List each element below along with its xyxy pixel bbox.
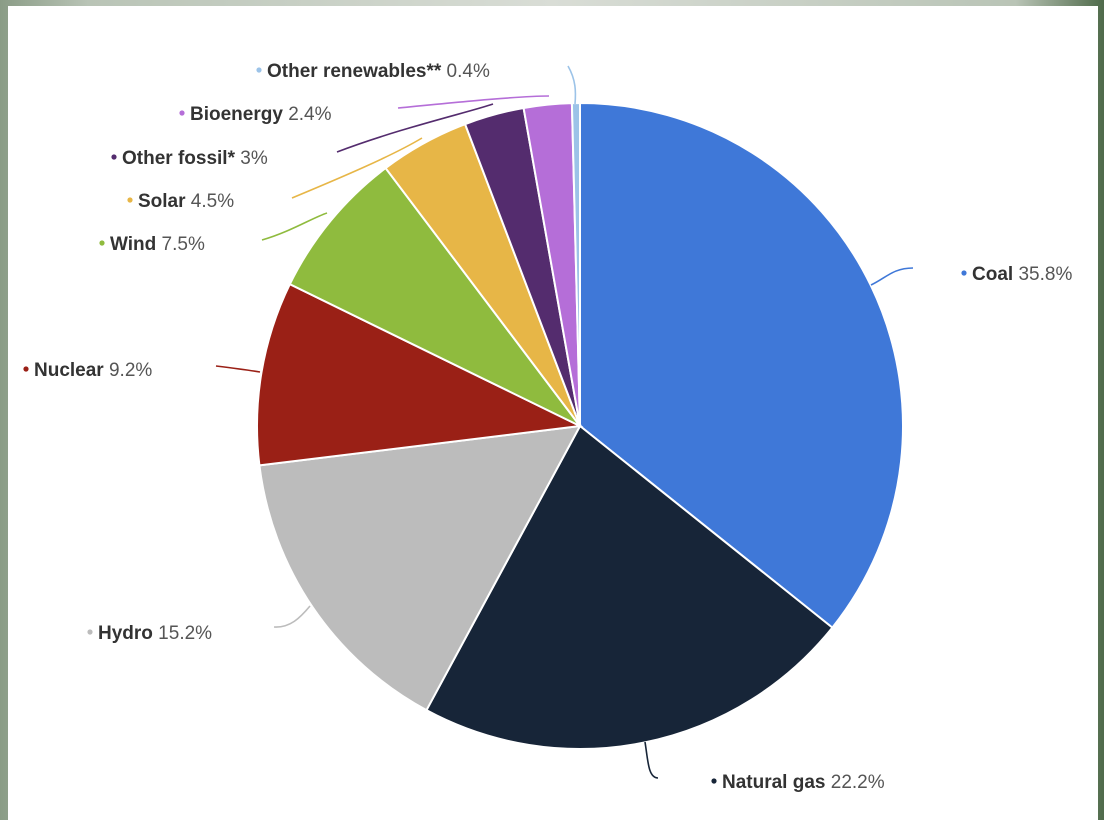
data-label-hydro: Hydro 15.2% <box>98 623 212 644</box>
data-label-solar: Solar 4.5% <box>138 191 234 212</box>
pie-slice-nuclear[interactable] <box>256 282 584 467</box>
data-label-bioenergy: Bioenergy 2.4% <box>190 104 332 125</box>
label-dot-bioenergy <box>179 110 185 116</box>
label-dot-hydro <box>87 629 93 635</box>
slice-value-other-renewables: 0.4% <box>441 61 490 82</box>
label-dot-nuclear <box>23 366 29 372</box>
slice-value-nuclear: 9.2% <box>104 360 153 381</box>
pie-slice-coal[interactable] <box>579 101 904 630</box>
pie-slice-hydro[interactable] <box>258 424 582 712</box>
slice-name-other-renewables: Other renewables** <box>267 61 442 82</box>
connector-other-fossil <box>336 103 494 153</box>
slice-value-solar: 4.5% <box>186 191 235 212</box>
slice-value-other-fossil: 3% <box>235 148 268 169</box>
slice-name-nuclear: Nuclear <box>34 360 104 381</box>
slice-name-natural-gas: Natural gas <box>722 772 825 793</box>
connector-natural-gas <box>644 741 659 779</box>
slice-value-bioenergy: 2.4% <box>283 104 332 125</box>
slice-value-natural-gas: 22.2% <box>825 772 884 793</box>
slice-name-hydro: Hydro <box>98 623 153 644</box>
connector-nuclear <box>215 365 261 373</box>
slices-layer <box>256 101 904 750</box>
data-label-other-fossil: Other fossil* 3% <box>122 148 268 169</box>
slice-name-bioenergy: Bioenergy <box>190 104 283 125</box>
slice-value-wind: 7.5% <box>156 234 205 255</box>
connectors-layer <box>215 65 914 779</box>
pie-slice-other-renewables[interactable] <box>570 101 581 427</box>
label-dot-other-renewables <box>256 67 262 73</box>
data-label-coal: Coal 35.8% <box>972 264 1072 285</box>
slice-name-wind: Wind <box>110 234 156 255</box>
data-label-nuclear: Nuclear 9.2% <box>34 360 152 381</box>
labels-layer: Coal 35.8% Natural gas 22.2% Hydro 15.2% Nu… <box>23 61 1072 793</box>
connector-other-renewables <box>567 65 577 105</box>
connector-hydro <box>273 605 311 628</box>
slice-name-other-fossil: Other fossil* <box>122 148 236 169</box>
label-dot-coal <box>961 270 967 276</box>
connector-coal <box>870 267 914 286</box>
slice-value-coal: 35.8% <box>1013 264 1072 285</box>
label-dot-other-fossil <box>111 154 117 160</box>
data-label-natural-gas: Natural gas 22.2% <box>722 772 885 793</box>
connector-wind <box>261 212 328 241</box>
slice-name-solar: Solar <box>138 191 186 212</box>
slice-name-coal: Coal <box>972 264 1013 285</box>
label-dot-natural-gas <box>711 778 717 784</box>
label-dot-wind <box>99 240 105 246</box>
label-dot-solar <box>127 197 133 203</box>
slice-value-hydro: 15.2% <box>153 623 212 644</box>
data-label-wind: Wind 7.5% <box>110 234 205 255</box>
connector-bioenergy <box>397 95 550 109</box>
data-label-other-renewables: Other renewables** 0.4% <box>267 61 490 82</box>
connector-solar <box>291 137 423 199</box>
pie-slice-wind[interactable] <box>288 166 581 427</box>
